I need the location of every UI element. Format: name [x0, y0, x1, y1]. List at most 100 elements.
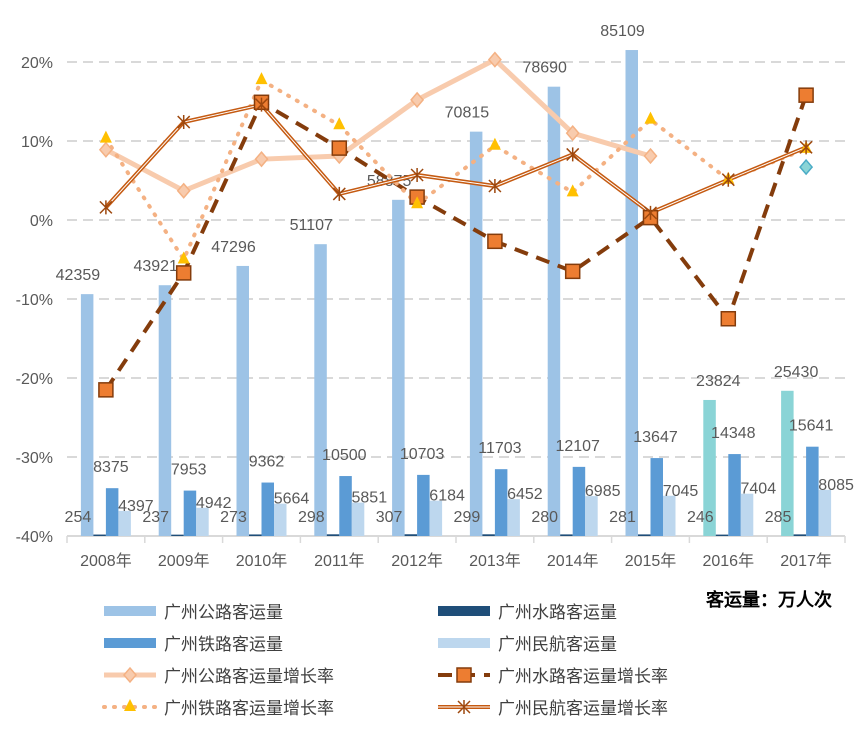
diamond-marker — [176, 182, 191, 199]
growth-line-2 — [104, 94, 808, 391]
star-marker — [457, 700, 471, 714]
data-label: 10703 — [400, 446, 445, 463]
data-label: 70815 — [445, 105, 490, 122]
data-label: 10500 — [322, 447, 367, 464]
bar-1 — [314, 244, 327, 537]
bar-2 — [404, 534, 418, 536]
diamond-marker — [487, 51, 502, 68]
growth-line-inner — [105, 104, 807, 214]
data-label: 5664 — [274, 491, 310, 508]
y-tick-label: -30% — [16, 450, 53, 467]
data-label: 13647 — [633, 429, 678, 446]
data-label: 43921 — [133, 258, 178, 275]
square-marker — [456, 667, 472, 683]
bar-4 — [585, 496, 598, 536]
star-marker — [799, 140, 813, 155]
triangle-marker — [566, 184, 579, 197]
data-label: 8085 — [818, 477, 854, 494]
unit-note: 客运量：万人次 — [706, 589, 832, 610]
bar-1 — [80, 294, 94, 536]
x-tick-label: 2009年 — [158, 552, 210, 570]
star-marker — [488, 179, 502, 194]
y-tick-label: -40% — [16, 529, 53, 546]
legend-swatch — [438, 606, 490, 616]
bar-2 — [793, 534, 807, 536]
x-tick-label: 2015年 — [625, 552, 677, 570]
bar-4 — [118, 510, 131, 536]
star-marker — [721, 172, 735, 187]
data-label: 4397 — [118, 498, 154, 515]
bar-3 — [183, 490, 197, 536]
bar-1 — [703, 399, 716, 536]
diamond-marker — [410, 91, 425, 109]
y-tick-label: 20% — [21, 55, 53, 72]
growth-line-3 — [103, 77, 809, 264]
data-label: 25430 — [774, 364, 819, 381]
bar-4 — [274, 503, 287, 536]
bar-1 — [547, 86, 561, 536]
bar-1 — [781, 390, 794, 536]
bar-2 — [249, 534, 262, 536]
square-marker — [331, 140, 348, 156]
x-tick-label: 2014年 — [547, 552, 599, 570]
square-marker — [798, 87, 814, 103]
star-marker — [332, 186, 346, 201]
data-label: 299 — [454, 509, 481, 526]
y-tick-label: 0% — [30, 213, 53, 230]
data-label: 7404 — [741, 481, 777, 498]
legend-label: 广州铁路客运量 — [164, 635, 283, 654]
bar-2 — [326, 534, 340, 536]
data-label: 254 — [65, 509, 92, 526]
bar-4 — [818, 489, 832, 536]
bar-3 — [572, 466, 586, 536]
data-label: 307 — [376, 509, 403, 526]
data-label: 6985 — [585, 483, 621, 500]
star-marker — [566, 147, 580, 162]
bar-2 — [560, 534, 573, 536]
bar-4 — [196, 507, 209, 536]
data-label: 298 — [298, 509, 325, 526]
y-tick-label: 10% — [21, 134, 53, 151]
growth-line-1 — [104, 56, 652, 194]
data-label: 78690 — [522, 60, 567, 77]
bar-3 — [494, 469, 508, 536]
legend-swatch — [438, 638, 490, 648]
legend-label: 广州铁路客运量增长率 — [164, 699, 334, 718]
star-marker — [410, 167, 424, 182]
data-label: 12107 — [555, 438, 600, 455]
legend-swatch — [104, 638, 156, 648]
bar-1 — [625, 50, 638, 536]
bar-2 — [638, 534, 651, 536]
data-label: 15641 — [789, 418, 834, 435]
data-label: 14348 — [711, 425, 756, 442]
triangle-marker — [333, 117, 346, 130]
bar-1 — [392, 199, 405, 537]
legend-label: 广州水路客运量 — [498, 603, 617, 622]
bar-3 — [261, 482, 274, 536]
legend-label: 广州公路客运量 — [164, 603, 283, 622]
y-tick-label: -20% — [16, 371, 53, 388]
diamond-marker — [799, 158, 814, 176]
data-label: 85109 — [600, 23, 645, 40]
x-tick-label: 2017年 — [780, 552, 832, 570]
triangle-marker — [411, 196, 424, 209]
data-label: 4942 — [196, 495, 232, 512]
legend-label: 广州公路客运量增长率 — [164, 667, 334, 686]
bar-3 — [650, 458, 663, 536]
bar-1 — [236, 265, 249, 536]
diamond-marker — [254, 151, 269, 168]
bar-2 — [715, 534, 729, 536]
x-tick-label: 2012年 — [391, 552, 443, 570]
data-label: 9362 — [249, 454, 285, 471]
square-marker — [564, 263, 581, 280]
square-marker — [175, 265, 192, 281]
x-tick-label: 2016年 — [702, 552, 754, 570]
bar-4 — [351, 502, 365, 536]
triangle-marker — [488, 137, 501, 150]
y-tick-label: -10% — [16, 292, 53, 309]
bar-1 — [158, 285, 172, 536]
triangle-marker — [124, 699, 136, 711]
diamond-marker — [123, 666, 137, 684]
